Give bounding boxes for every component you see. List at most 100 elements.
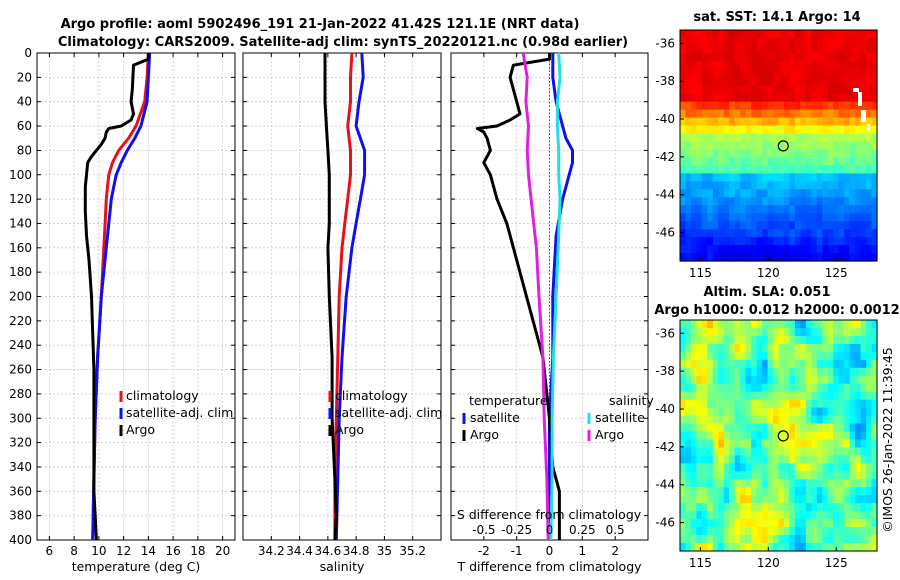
map-cell — [844, 399, 851, 409]
map-cell — [811, 229, 818, 238]
map-cell — [701, 383, 708, 393]
map-cell — [783, 463, 791, 472]
map-cell — [827, 535, 834, 544]
map-cell — [690, 535, 698, 544]
map-cell — [816, 351, 823, 361]
map-cell — [811, 327, 818, 337]
map-cell — [778, 197, 785, 206]
map-cell — [838, 431, 845, 441]
map-cell — [833, 101, 840, 111]
map-cell — [701, 221, 708, 230]
map-cell — [718, 117, 725, 127]
map-cell — [827, 391, 834, 401]
map-cell — [789, 343, 796, 353]
map-cell — [756, 101, 763, 111]
map-cell — [718, 101, 725, 111]
map-cell — [800, 327, 807, 337]
map-cell — [789, 479, 796, 488]
s-axis-label: S difference from climatology — [457, 507, 642, 522]
x-tick-label: 18 — [190, 544, 205, 558]
map-cell — [866, 511, 873, 520]
map-cell — [696, 519, 703, 528]
map-cell — [849, 471, 856, 480]
map-cell — [729, 463, 736, 472]
map-cell — [805, 37, 812, 47]
map-cell — [680, 455, 687, 464]
map-cell — [723, 351, 730, 361]
map-cell — [827, 367, 834, 377]
map-cell — [723, 471, 730, 480]
map-cell — [707, 527, 714, 536]
map-cell — [696, 165, 703, 174]
map-cell — [844, 543, 851, 552]
map-cell — [712, 447, 719, 457]
map-cell — [690, 117, 698, 127]
map-cell — [690, 359, 698, 369]
map-cell — [707, 125, 714, 135]
y-tick-label: 140 — [9, 216, 32, 230]
map-cell — [707, 93, 714, 103]
map-cell — [723, 359, 730, 369]
map-cell — [729, 141, 736, 151]
map-cell — [866, 37, 873, 47]
map-cell — [680, 117, 687, 127]
map-cell — [751, 351, 758, 361]
map-cell — [866, 173, 873, 182]
map-cell — [822, 133, 829, 143]
map-cell — [811, 93, 818, 103]
map-cell — [860, 69, 867, 79]
x-tick-label: 0 — [546, 544, 554, 558]
map-cell — [685, 213, 692, 222]
map-cell — [794, 149, 801, 159]
map-cell — [680, 511, 687, 520]
map-cell — [734, 165, 741, 174]
map-cell — [723, 503, 730, 512]
map-cell — [855, 503, 862, 512]
map-cell — [718, 487, 725, 496]
map-cell — [729, 229, 736, 238]
map-cell — [811, 455, 818, 464]
map-cell — [800, 527, 807, 536]
map-cell — [805, 407, 812, 417]
map-cell — [822, 399, 829, 409]
map-cell — [729, 197, 736, 206]
map-cell — [838, 407, 845, 417]
map-cell — [866, 447, 873, 457]
map-cell — [805, 205, 812, 214]
map-cell — [685, 391, 692, 401]
map-cell — [696, 320, 703, 329]
map-cell — [701, 61, 708, 71]
map-cell — [745, 375, 752, 385]
map-cell — [811, 367, 818, 377]
map-cell — [827, 181, 834, 190]
map-cell — [707, 423, 714, 433]
map-cell — [816, 511, 823, 520]
map-cell — [783, 471, 791, 480]
map-cell — [805, 133, 812, 143]
map-cell — [800, 157, 807, 167]
map-cell — [723, 320, 730, 329]
map-cell — [696, 125, 703, 135]
map-cell — [871, 221, 878, 230]
map-cell — [783, 253, 791, 262]
map-cell — [871, 383, 878, 393]
map-cell — [783, 343, 791, 353]
map-cell — [844, 181, 851, 190]
map-cell — [822, 471, 829, 480]
map-cell — [745, 479, 752, 488]
map-cell — [740, 109, 747, 119]
map-cell — [838, 463, 845, 472]
map-cell — [844, 335, 851, 345]
map-cell — [690, 253, 698, 262]
map-cell — [811, 487, 818, 496]
map-cell — [855, 327, 862, 337]
map-cell — [778, 101, 785, 111]
map-cell — [778, 181, 785, 190]
map-cell — [718, 253, 725, 262]
map-cell — [734, 471, 741, 480]
map-cell — [712, 189, 719, 198]
map-cell — [816, 495, 823, 504]
map-cell — [712, 197, 719, 206]
map-cell — [866, 213, 873, 222]
